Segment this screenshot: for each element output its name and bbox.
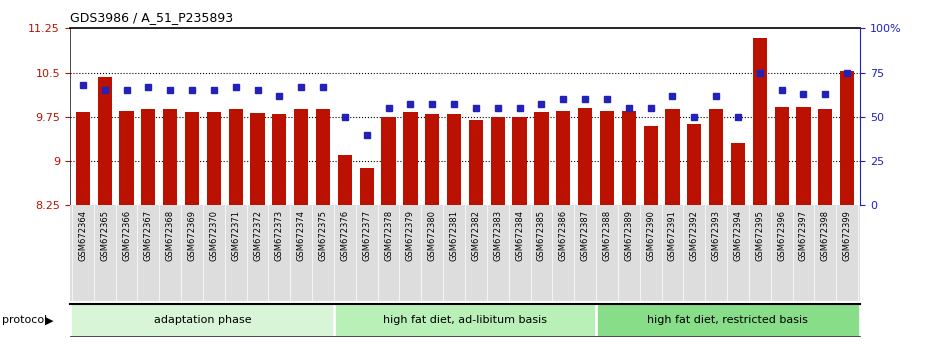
Text: GSM672395: GSM672395 (755, 210, 764, 261)
Text: ▶: ▶ (45, 315, 53, 325)
Bar (141, 109, 155, 205)
Bar (75, 112, 90, 205)
Bar (665, 109, 680, 205)
Text: GSM672396: GSM672396 (777, 210, 786, 261)
Text: GSM672368: GSM672368 (166, 210, 175, 261)
Text: adaptation phase: adaptation phase (154, 315, 252, 325)
Text: GSM672389: GSM672389 (624, 210, 633, 261)
Bar (381, 117, 395, 205)
Bar (556, 111, 570, 205)
Bar (840, 72, 855, 205)
Bar (229, 109, 243, 205)
Bar (316, 109, 330, 205)
Bar (512, 117, 526, 205)
Text: GSM672381: GSM672381 (449, 210, 458, 261)
Text: GSM672390: GSM672390 (646, 210, 655, 261)
Bar (731, 143, 745, 205)
Text: GSM672383: GSM672383 (493, 210, 502, 261)
Bar (272, 114, 286, 205)
Text: GSM672365: GSM672365 (100, 210, 109, 261)
Bar (687, 125, 701, 205)
Text: GSM672377: GSM672377 (362, 210, 371, 261)
Bar (818, 109, 832, 205)
Text: GSM672372: GSM672372 (253, 210, 262, 261)
Text: GSM672369: GSM672369 (188, 210, 196, 261)
Text: GSM672374: GSM672374 (297, 210, 306, 261)
Text: GSM672371: GSM672371 (232, 210, 240, 261)
Text: GSM672380: GSM672380 (428, 210, 437, 261)
Text: GSM672378: GSM672378 (384, 210, 393, 261)
Text: GSM672398: GSM672398 (821, 210, 830, 261)
Text: GSM672394: GSM672394 (734, 210, 742, 261)
Text: GSM672391: GSM672391 (668, 210, 677, 261)
Bar (447, 114, 461, 205)
Text: protocol: protocol (2, 315, 47, 325)
Text: GSM672373: GSM672373 (275, 210, 284, 261)
Text: GSM672384: GSM672384 (515, 210, 525, 261)
Bar (535, 112, 549, 205)
Bar (72, 304, 334, 336)
Text: high fat diet, ad-libitum basis: high fat diet, ad-libitum basis (383, 315, 547, 325)
Bar (206, 112, 221, 205)
Text: GSM672376: GSM672376 (340, 210, 350, 261)
Text: GSM672370: GSM672370 (209, 210, 219, 261)
Bar (644, 126, 658, 205)
Text: GSM672387: GSM672387 (580, 210, 590, 261)
Text: GSM672366: GSM672366 (122, 210, 131, 261)
Bar (469, 120, 483, 205)
Bar (491, 117, 505, 205)
Text: GSM672386: GSM672386 (559, 210, 568, 261)
Bar (752, 38, 767, 205)
Bar (596, 304, 858, 336)
Bar (621, 111, 636, 205)
Text: GSM672392: GSM672392 (690, 210, 698, 261)
Text: GSM672393: GSM672393 (711, 210, 721, 261)
Bar (796, 107, 811, 205)
Text: high fat diet, restricted basis: high fat diet, restricted basis (646, 315, 807, 325)
Bar (600, 111, 614, 205)
Bar (338, 155, 352, 205)
Text: GSM672388: GSM672388 (603, 210, 611, 261)
Text: GSM672367: GSM672367 (144, 210, 153, 261)
Bar (119, 111, 134, 205)
Bar (163, 109, 178, 205)
Bar (185, 112, 199, 205)
Bar (98, 77, 112, 205)
Text: GSM672382: GSM672382 (472, 210, 481, 261)
Text: GSM672379: GSM672379 (405, 210, 415, 261)
Bar (294, 109, 309, 205)
Bar (250, 113, 265, 205)
Bar (360, 168, 374, 205)
Text: GSM672397: GSM672397 (799, 210, 808, 261)
Text: GSM672364: GSM672364 (78, 210, 87, 261)
Bar (775, 107, 789, 205)
Bar (578, 108, 592, 205)
Bar (334, 304, 596, 336)
Text: GSM672399: GSM672399 (843, 210, 852, 261)
Bar (709, 109, 724, 205)
Bar (404, 112, 418, 205)
Text: GSM672375: GSM672375 (319, 210, 327, 261)
Text: GDS3986 / A_51_P235893: GDS3986 / A_51_P235893 (70, 11, 232, 24)
Bar (425, 114, 439, 205)
Text: GSM672385: GSM672385 (537, 210, 546, 261)
